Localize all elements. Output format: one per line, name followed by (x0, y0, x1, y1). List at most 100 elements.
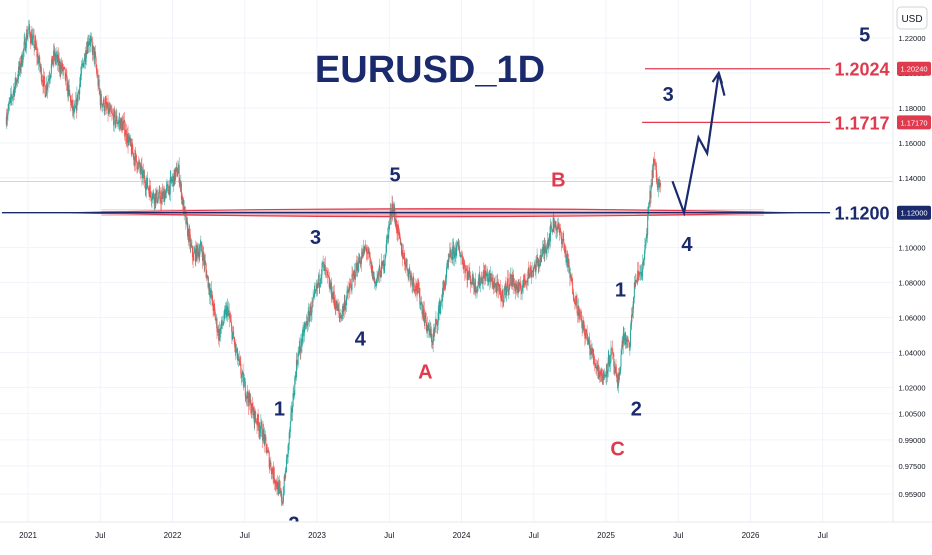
candle-body (74, 107, 76, 108)
candle-body (579, 311, 581, 313)
candle-body (613, 366, 615, 368)
candle-body (501, 295, 503, 302)
candle-body (260, 421, 262, 429)
candle-body (642, 261, 644, 273)
candle-body (25, 33, 27, 48)
time-axis[interactable]: 2021 Jul 2022 Jul 2023 Jul 2024 Jul 2025 Jul 2026 J… (0, 521, 932, 550)
candle-body (215, 318, 217, 321)
candle-body (128, 139, 130, 145)
candle-body (637, 270, 639, 273)
candle-body (202, 252, 204, 261)
candle-body (314, 290, 316, 293)
candle-body (536, 260, 538, 264)
candle-body (282, 503, 284, 505)
candle-body (561, 236, 563, 245)
candle-body (238, 356, 240, 361)
candle-body (544, 246, 546, 250)
candle-body (361, 252, 363, 257)
candle-body (339, 313, 341, 317)
currency-button[interactable] (896, 6, 928, 30)
candle-body (452, 246, 454, 248)
candle-body (199, 251, 201, 258)
candle-body (78, 90, 80, 93)
candle-body (203, 258, 205, 265)
candle-body (166, 184, 168, 186)
candle-body (330, 282, 332, 298)
candle-body (400, 242, 402, 245)
y-tick-label: 1.18000 (898, 104, 925, 113)
candle-body (238, 356, 240, 360)
price-axis[interactable]: USD 1.220001.200001.180001.160001.140001… (892, 0, 932, 522)
candle-body (521, 291, 523, 294)
candle-body (355, 263, 357, 278)
candle-body (339, 316, 341, 319)
candle-body (428, 324, 430, 329)
candle-body (404, 258, 406, 266)
candle-body (418, 285, 420, 294)
candle-body (317, 283, 319, 284)
candle-body (576, 299, 578, 314)
candle-body (315, 284, 317, 291)
candle-body (394, 218, 396, 226)
candle-body (463, 262, 465, 269)
candle-body (191, 246, 193, 248)
candle-body (46, 84, 48, 90)
candle-body (649, 190, 651, 199)
candle-body (231, 325, 233, 340)
wave-label: 3 (663, 84, 674, 106)
candle-body (310, 306, 312, 316)
candle-body (553, 226, 555, 228)
candle-body (66, 82, 68, 91)
candle-body (385, 251, 387, 256)
price-tags: 1.20240 1.17170 1.12000 (897, 61, 931, 220)
candle-body (344, 301, 346, 311)
candle-body (213, 303, 215, 311)
candle-body (256, 422, 258, 426)
candle-body (577, 306, 579, 315)
candle-body (53, 50, 55, 61)
candle-body (38, 56, 40, 62)
candle-body (163, 190, 165, 202)
candle-body (614, 367, 616, 374)
candle-body (296, 359, 298, 364)
candle-body (608, 355, 610, 367)
candle-body (180, 183, 182, 200)
candle-body (55, 56, 57, 59)
candle-body (26, 33, 28, 39)
candle-body (627, 339, 629, 341)
candle-body (311, 301, 313, 313)
candle-body (128, 136, 130, 140)
candle-body (153, 198, 155, 204)
candle-body (652, 163, 654, 178)
candle-body (9, 101, 11, 104)
candle-body (474, 279, 476, 293)
candle-body (273, 468, 275, 479)
candle-body (190, 243, 192, 247)
candle-body (320, 275, 322, 279)
candle-body (224, 309, 226, 311)
candle-body (578, 306, 580, 320)
candle-body (403, 252, 405, 259)
candle-body (24, 38, 26, 43)
candle-body (263, 429, 265, 436)
candle-body (317, 283, 319, 289)
candle-body (384, 255, 386, 259)
candle-body (597, 365, 599, 371)
candle-body (644, 244, 646, 246)
candle-body (508, 285, 510, 290)
candle-body (207, 275, 209, 288)
candle-body (23, 42, 25, 50)
candle-body (493, 281, 495, 287)
candle-body (461, 255, 463, 258)
candle-body (13, 89, 15, 96)
candle-body (299, 350, 301, 352)
candle-body (605, 375, 607, 377)
candle-body (69, 90, 71, 96)
candle-body (144, 183, 146, 189)
candle-body (433, 332, 435, 333)
candle-body (161, 191, 163, 196)
candle-body (197, 244, 199, 250)
candle-body (643, 254, 645, 260)
candle-body (464, 264, 466, 273)
